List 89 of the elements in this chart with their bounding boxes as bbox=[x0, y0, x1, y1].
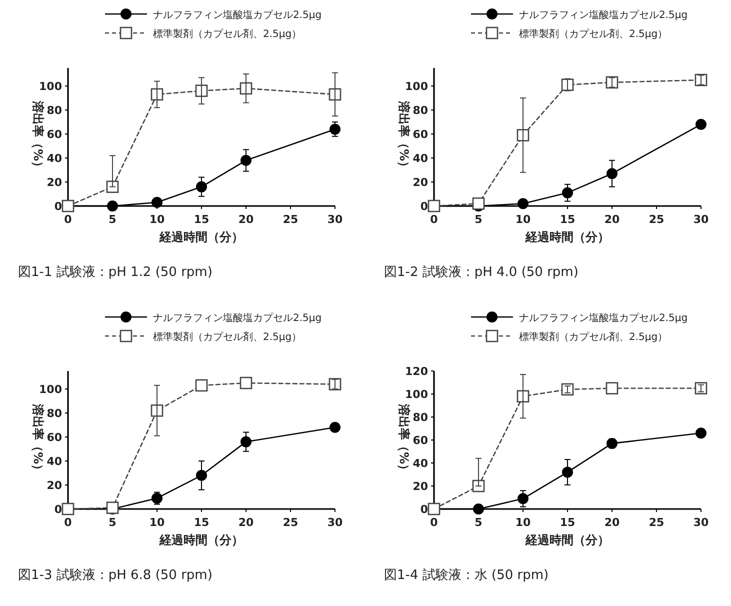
y-tick-label: 20 bbox=[412, 480, 428, 493]
x-tick-label: 15 bbox=[194, 213, 210, 226]
x-tick-label: 20 bbox=[238, 213, 254, 226]
y-tick-label: 40 bbox=[46, 455, 62, 468]
point bbox=[473, 504, 484, 514]
x-tick-label: 15 bbox=[560, 213, 576, 226]
legend-label: ナルフラフィン塩酸塩カプセル2.5μg bbox=[153, 9, 322, 21]
point bbox=[518, 493, 528, 504]
x-axis-title: 経過時間（分） bbox=[524, 533, 610, 547]
x-tick-label: 0 bbox=[430, 516, 438, 529]
point bbox=[107, 200, 118, 212]
y-tick-label: 20 bbox=[46, 176, 62, 189]
x-tick-label: 15 bbox=[560, 516, 576, 529]
x-tick-label: 0 bbox=[64, 213, 72, 226]
y-tick-label: 60 bbox=[46, 431, 62, 444]
y-axis-title: 溶出率（%） bbox=[397, 402, 411, 476]
point bbox=[195, 379, 208, 392]
y-tick-label: 0 bbox=[54, 200, 62, 213]
y-tick-label: 40 bbox=[412, 152, 428, 165]
x-tick-label: 20 bbox=[604, 516, 620, 529]
y-axis-title: 溶出率（%） bbox=[31, 100, 45, 174]
x-tick-label: 15 bbox=[194, 516, 210, 529]
y-tick-label: 80 bbox=[46, 104, 62, 117]
y-tick-label: 120 bbox=[405, 365, 428, 378]
point bbox=[518, 198, 528, 210]
legend-label: ナルフラフィン塩酸塩カプセル2.5μg bbox=[519, 9, 688, 21]
text: 図1-2 試験液：pH 4.0 (50 rpm) bbox=[384, 265, 578, 280]
y-tick-label: 20 bbox=[412, 176, 428, 189]
x-tick-label: 30 bbox=[327, 516, 343, 529]
point bbox=[330, 422, 340, 433]
x-tick-label: 10 bbox=[149, 213, 165, 226]
legend-label: 標準製剤（カプセル剤、2.5μg） bbox=[153, 331, 302, 343]
x-tick-label: 30 bbox=[693, 516, 709, 529]
point bbox=[240, 376, 252, 390]
y-tick-label: 80 bbox=[46, 407, 62, 420]
point bbox=[696, 118, 706, 130]
y-tick-label: 0 bbox=[54, 503, 62, 516]
y-tick-label: 80 bbox=[412, 104, 428, 117]
x-tick-label: 25 bbox=[648, 213, 664, 226]
point bbox=[606, 168, 618, 180]
x-tick-label: 20 bbox=[238, 516, 254, 529]
y-tick-label: 0 bbox=[420, 503, 428, 516]
legend-label: 標準製剤（カプセル剤、2.5μg） bbox=[519, 331, 668, 343]
point bbox=[561, 383, 574, 396]
x-axis-title: 経過時間（分） bbox=[158, 533, 244, 547]
point bbox=[150, 404, 164, 417]
point bbox=[196, 470, 207, 481]
text: 図1-3 試験液：pH 6.8 (50 rpm) bbox=[18, 568, 212, 583]
y-tick-label: 60 bbox=[412, 128, 428, 141]
x-tick-label: 0 bbox=[64, 516, 72, 529]
text: 図1-4 試験液：水 (50 rpm) bbox=[384, 568, 549, 583]
text: 図1-1 試験液：pH 1.2 (50 rpm) bbox=[18, 265, 212, 280]
x-tick-label: 25 bbox=[648, 516, 664, 529]
legend-label: ナルフラフィン塩酸塩カプセル2.5μg bbox=[519, 312, 688, 324]
x-tick-label: 0 bbox=[430, 213, 438, 226]
x-tick-label: 5 bbox=[474, 213, 482, 226]
point bbox=[240, 154, 252, 166]
y-tick-label: 100 bbox=[405, 80, 428, 93]
y-tick-label: 60 bbox=[46, 128, 62, 141]
legend-label: 標準製剤（カプセル剤、2.5μg） bbox=[519, 28, 668, 40]
x-tick-label: 5 bbox=[108, 516, 116, 529]
x-tick-label: 5 bbox=[108, 213, 116, 226]
x-tick-label: 5 bbox=[474, 516, 482, 529]
legend-label: 標準製剤（カプセル剤、2.5μg） bbox=[153, 28, 302, 40]
x-axis-title: 経過時間（分） bbox=[524, 230, 610, 244]
x-tick-label: 20 bbox=[604, 213, 620, 226]
y-tick-label: 80 bbox=[412, 411, 428, 424]
y-tick-label: 60 bbox=[412, 434, 428, 447]
x-tick-label: 25 bbox=[282, 516, 298, 529]
x-axis-title: 経過時間（分） bbox=[158, 230, 244, 244]
y-axis-title: 溶出率（%） bbox=[397, 100, 411, 174]
y-tick-label: 40 bbox=[46, 152, 62, 165]
point bbox=[696, 428, 706, 439]
x-tick-label: 10 bbox=[515, 213, 531, 226]
y-tick-label: 40 bbox=[412, 457, 428, 470]
y-tick-label: 100 bbox=[39, 383, 62, 396]
y-tick-label: 20 bbox=[46, 479, 62, 492]
y-axis-title: 溶出率（%） bbox=[31, 402, 45, 476]
x-tick-label: 10 bbox=[149, 516, 165, 529]
y-tick-label: 0 bbox=[420, 200, 428, 213]
legend-label: ナルフラフィン塩酸塩カプセル2.5μg bbox=[153, 312, 322, 324]
point bbox=[472, 197, 485, 210]
x-tick-label: 30 bbox=[693, 213, 709, 226]
x-tick-label: 25 bbox=[282, 213, 298, 226]
y-tick-label: 100 bbox=[39, 80, 62, 93]
y-tick-label: 100 bbox=[405, 388, 428, 401]
x-tick-label: 10 bbox=[515, 516, 531, 529]
point bbox=[152, 196, 162, 208]
x-tick-label: 30 bbox=[327, 213, 343, 226]
